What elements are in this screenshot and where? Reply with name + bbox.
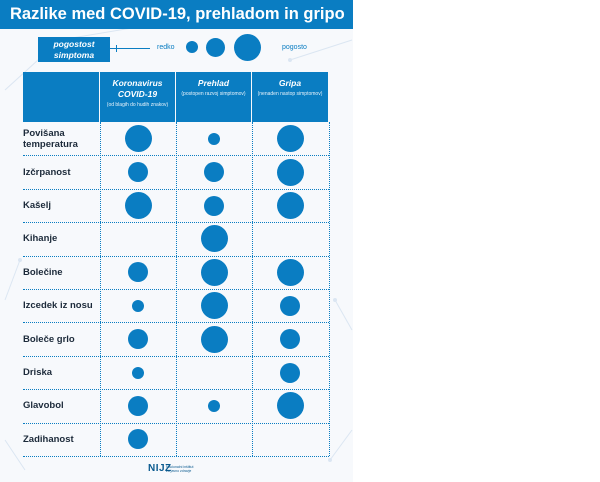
nijz-logo: NIJZ <box>148 463 172 474</box>
frequency-dot <box>208 399 220 412</box>
symptom-label: Izcedek iz nosu <box>23 300 93 312</box>
row-divider <box>23 355 329 357</box>
row-divider <box>23 456 329 457</box>
legend-dot-medium <box>206 38 225 57</box>
frequency-dot <box>204 162 224 183</box>
symptom-label: Kašelj <box>23 199 51 211</box>
frequency-dot <box>276 258 304 286</box>
legend-dot-small <box>186 41 198 53</box>
header-corner <box>23 72 99 122</box>
row-divider <box>23 422 329 424</box>
frequency-dot <box>200 225 228 253</box>
column-header-1: Koronavirus COVID-19 (od blagih do hudih … <box>100 72 175 122</box>
column-header-2: Prehlad (postopen razvoj simptomov) <box>176 72 251 122</box>
symptom-label: Bolečine <box>23 266 63 278</box>
legend-tick <box>116 45 117 52</box>
legend-low-label: redko <box>157 44 175 51</box>
frequency-dot <box>276 158 304 186</box>
frequency-dot <box>280 362 300 383</box>
symptom-label: Boleče grlo <box>23 333 75 345</box>
column-note: (postopen razvoj simptomov) <box>181 91 246 97</box>
legend-high-label: pogosto <box>282 44 307 51</box>
frequency-dot <box>276 192 304 219</box>
frequency-dot <box>124 125 152 153</box>
legend-connector <box>110 48 150 49</box>
frequency-dot <box>128 262 148 283</box>
page-title: Razlike med COVID-19, prehladom in gripo <box>0 0 353 29</box>
symptom-label: Kihanje <box>23 233 58 245</box>
column-divider <box>329 122 330 456</box>
symptom-label: Zadihanost <box>23 433 74 445</box>
column-header-3: Gripa (nenaden nastop simptomov) <box>252 72 328 122</box>
frequency-dot <box>200 325 228 353</box>
row-divider <box>23 255 329 257</box>
frequency-dot <box>128 329 148 350</box>
frequency-dot <box>204 195 224 216</box>
row-divider <box>23 322 329 324</box>
frequency-dot <box>124 192 152 219</box>
column-note: (od blagih do hudih znakov) <box>106 102 169 108</box>
row-divider <box>23 188 329 190</box>
column-title: Koronavirus COVID-19 <box>112 78 163 99</box>
frequency-dot <box>276 392 304 420</box>
frequency-dot <box>132 299 144 312</box>
symptom-label: Glavobol <box>23 400 64 412</box>
frequency-dot <box>128 429 148 450</box>
symptom-label: Izčrpanost <box>23 166 71 178</box>
frequency-dot <box>200 292 228 320</box>
legend-dot-large <box>234 34 261 61</box>
column-title: Gripa <box>278 78 302 88</box>
column-note: (nenaden nastop simptomov) <box>257 91 323 97</box>
symptom-label: Driska <box>23 366 53 378</box>
frequency-dot <box>132 366 144 379</box>
frequency-dot <box>200 258 228 286</box>
frequency-dot <box>276 125 304 153</box>
row-divider <box>23 222 329 224</box>
nijz-logo-subtitle: Nacionalni inštitut za javno zdravje <box>166 465 194 473</box>
legend-label: pogostost simptoma <box>38 37 110 62</box>
frequency-dot <box>208 132 220 145</box>
frequency-dot <box>280 329 300 350</box>
column-title: Prehlad <box>197 78 230 88</box>
symptom-label: Povišana temperatura <box>23 127 78 150</box>
row-divider <box>23 155 329 157</box>
frequency-dot <box>280 295 300 316</box>
row-divider <box>23 289 329 290</box>
frequency-dot <box>128 395 148 416</box>
row-divider <box>23 389 329 391</box>
infographic: Razlike med COVID-19, prehladom in gripo… <box>0 0 353 474</box>
frequency-dot <box>128 162 148 183</box>
